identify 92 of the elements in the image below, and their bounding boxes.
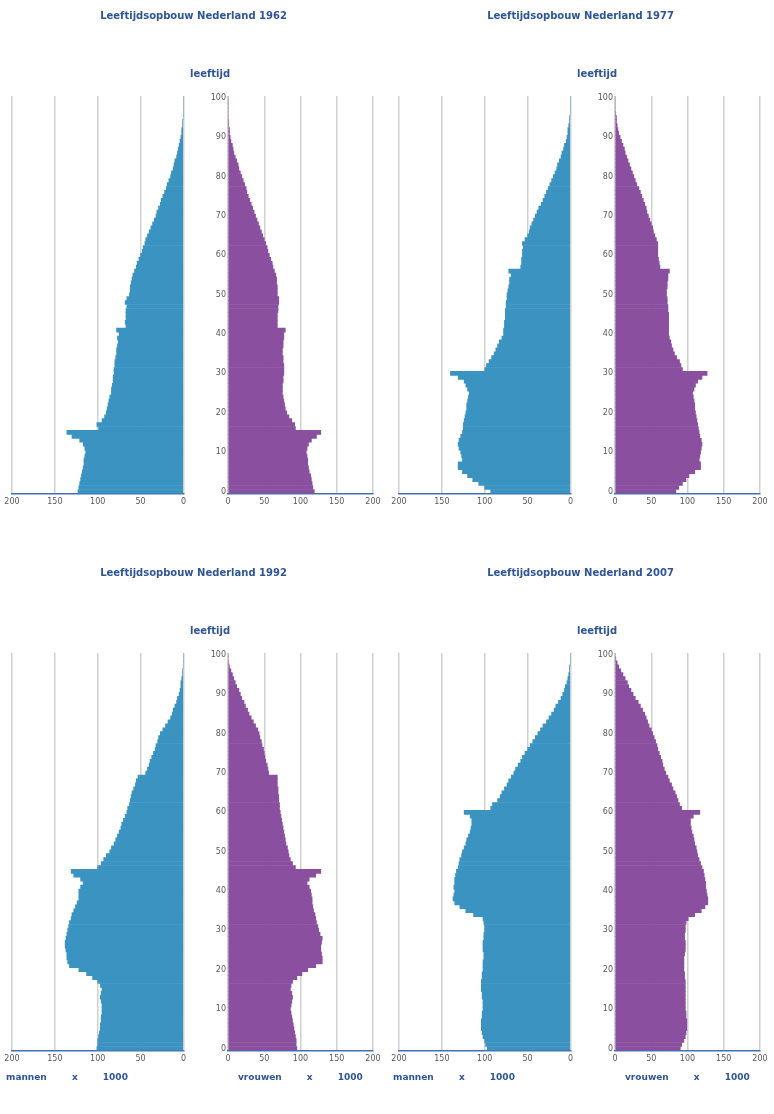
y-tick-label: 50 — [215, 289, 226, 299]
y-tick-label: 30 — [602, 368, 613, 378]
x-tick-label: 100 — [292, 497, 309, 507]
x-tick-label: 200 — [365, 497, 381, 507]
y-tick-label: 60 — [602, 807, 613, 817]
x-tick-label: 100 — [292, 1054, 309, 1064]
y-tick-label: 90 — [215, 689, 226, 699]
x-tick-label: 100 — [477, 497, 493, 507]
y-tick-label: 30 — [602, 925, 613, 935]
y-tick-label: 0 — [220, 1043, 226, 1053]
x-axis-title: vrouwen x 1000 — [238, 1072, 363, 1082]
y-tick-label: 40 — [602, 329, 613, 339]
chart-title: Leeftijdsopbouw Nederland 1992 — [99, 567, 288, 578]
x-axis-title: mannen x 1000 — [393, 1072, 515, 1082]
y-tick-label: 10 — [215, 1004, 226, 1014]
y-axis-title: leeftijd — [190, 625, 231, 636]
chart-title: Leeftijdsopbouw Nederland 1962 — [99, 10, 288, 21]
x-tick-label: 200 — [752, 1054, 768, 1064]
y-tick-label: 80 — [602, 171, 613, 181]
x-tick-label: 150 — [329, 497, 345, 507]
x-tick-label: 200 — [391, 1054, 407, 1064]
y-tick-label: 100 — [210, 650, 226, 660]
x-tick-label: 50 — [522, 497, 533, 507]
x-tick-label: 100 — [90, 497, 106, 507]
y-tick-label: 90 — [602, 132, 613, 142]
y-tick-label: 90 — [215, 132, 226, 142]
x-tick-label: 100 — [679, 1054, 696, 1064]
y-tick-label: 80 — [215, 728, 226, 738]
y-tick-label: 0 — [220, 486, 226, 496]
x-tick-label: 50 — [135, 1054, 146, 1064]
y-tick-label: 70 — [215, 768, 226, 778]
x-tick-label: 50 — [259, 1054, 270, 1064]
y-tick-label: 20 — [215, 964, 226, 974]
x-tick-label: 100 — [90, 1054, 106, 1064]
y-tick-label: 10 — [602, 1004, 613, 1014]
y-tick-label: 70 — [602, 211, 613, 221]
x-tick-label: 150 — [47, 497, 63, 507]
y-tick-label: 70 — [215, 211, 226, 221]
y-tick-label: 60 — [215, 250, 226, 260]
x-tick-label: 150 — [434, 497, 450, 507]
y-tick-label: 80 — [602, 728, 613, 738]
x-tick-label: 150 — [47, 1054, 63, 1064]
chart-title: Leeftijdsopbouw Nederland 1977 — [486, 10, 675, 21]
x-tick-label: 200 — [365, 1054, 381, 1064]
y-tick-label: 100 — [210, 93, 226, 103]
x-tick-label: 50 — [259, 497, 270, 507]
y-tick-label: 50 — [602, 289, 613, 299]
y-tick-label: 60 — [602, 250, 613, 260]
y-tick-label: 20 — [602, 964, 613, 974]
x-tick-label: 150 — [329, 1054, 345, 1064]
x-axis-title: vrouwen x 1000 — [625, 1072, 750, 1082]
y-axis-title: leeftijd — [577, 625, 618, 636]
x-tick-label: 200 — [391, 497, 407, 507]
x-tick-label: 0 — [567, 1054, 573, 1064]
y-tick-label: 60 — [215, 807, 226, 817]
x-tick-label: 50 — [646, 1054, 657, 1064]
y-tick-label: 100 — [597, 650, 613, 660]
x-axis-title: mannen x 1000 — [6, 1072, 128, 1082]
y-tick-label: 40 — [215, 886, 226, 896]
y-tick-label: 30 — [215, 925, 226, 935]
y-tick-label: 90 — [602, 689, 613, 699]
x-tick-label: 200 — [4, 497, 20, 507]
y-axis-title: leeftijd — [190, 68, 231, 79]
x-tick-label: 50 — [135, 497, 146, 507]
y-tick-label: 30 — [215, 368, 226, 378]
chart-title: Leeftijdsopbouw Nederland 2007 — [486, 567, 675, 578]
y-tick-label: 20 — [602, 407, 613, 417]
y-axis-title: leeftijd — [577, 68, 618, 79]
y-tick-label: 10 — [215, 447, 226, 457]
x-tick-label: 200 — [752, 497, 768, 507]
y-tick-label: 40 — [215, 329, 226, 339]
x-tick-label: 150 — [716, 497, 732, 507]
y-tick-label: 50 — [215, 846, 226, 856]
y-tick-label: 0 — [607, 1043, 613, 1053]
x-tick-label: 50 — [522, 1054, 533, 1064]
y-tick-label: 40 — [602, 886, 613, 896]
y-tick-label: 0 — [607, 486, 613, 496]
x-tick-label: 100 — [477, 1054, 493, 1064]
y-tick-label: 70 — [602, 768, 613, 778]
x-tick-label: 50 — [646, 497, 657, 507]
x-tick-label: 150 — [434, 1054, 450, 1064]
x-tick-label: 200 — [4, 1054, 20, 1064]
x-tick-label: 150 — [716, 1054, 732, 1064]
x-tick-label: 100 — [679, 497, 696, 507]
y-tick-label: 10 — [602, 447, 613, 457]
x-tick-label: 0 — [567, 497, 573, 507]
y-tick-label: 20 — [215, 407, 226, 417]
x-tick-label: 0 — [180, 497, 186, 507]
y-tick-label: 50 — [602, 846, 613, 856]
x-tick-label: 0 — [180, 1054, 186, 1064]
y-tick-label: 80 — [215, 171, 226, 181]
y-tick-label: 100 — [597, 93, 613, 103]
